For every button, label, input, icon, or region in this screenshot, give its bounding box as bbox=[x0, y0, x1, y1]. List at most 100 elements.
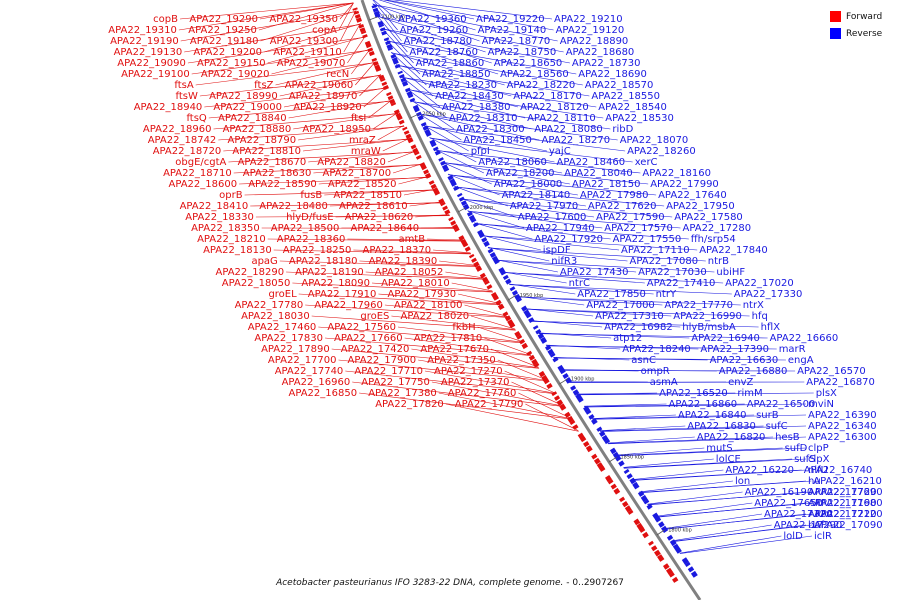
forward-gene-label[interactable]: APA22_17740 bbox=[275, 366, 344, 377]
reverse-gene-label[interactable]: pfpI bbox=[471, 146, 490, 157]
forward-gene-label[interactable]: hlyD/fusE bbox=[286, 212, 334, 223]
reverse-gene-label[interactable]: APA22_19260 bbox=[400, 25, 469, 36]
forward-gene-label[interactable]: APA22_18330 bbox=[185, 212, 254, 223]
forward-gene-label[interactable]: APA22_19020 bbox=[201, 69, 270, 80]
reverse-gene-label[interactable]: APA22_17190 bbox=[808, 498, 877, 509]
forward-gene-label[interactable]: APA22_17810 bbox=[414, 333, 483, 344]
forward-gene-label[interactable]: APA22_17960 bbox=[314, 300, 383, 311]
reverse-gene-label[interactable]: APA22_16830 bbox=[687, 421, 756, 432]
reverse-gene-label[interactable]: plsX bbox=[816, 388, 837, 399]
forward-gene-label[interactable]: oprB bbox=[219, 190, 243, 201]
forward-gene-label[interactable]: APA22_18130 bbox=[203, 245, 272, 256]
forward-gene-label[interactable]: APA22_18940 bbox=[134, 102, 203, 113]
forward-gene-label[interactable]: ftsQ bbox=[186, 113, 206, 124]
reverse-gene-label[interactable]: APA22_16190 bbox=[745, 487, 814, 498]
reverse-gene-label[interactable]: APA22_18310 bbox=[449, 113, 518, 124]
forward-gene-label[interactable]: APA22_19200 bbox=[193, 47, 262, 58]
forward-gene-label[interactable]: APA22_18970 bbox=[289, 91, 358, 102]
forward-gene-label[interactable]: APA22_18950 bbox=[302, 124, 371, 135]
forward-gene-label[interactable]: APA22_19180 bbox=[190, 36, 259, 47]
forward-gene-label[interactable]: APA22_17890 bbox=[261, 344, 330, 355]
reverse-gene-label[interactable]: APA22_19220 bbox=[476, 14, 545, 25]
forward-gene-label[interactable]: APA22_18590 bbox=[248, 179, 317, 190]
reverse-gene-label[interactable]: APA22_16990 bbox=[673, 311, 742, 322]
reverse-gene-label[interactable]: APA22_17690 bbox=[814, 487, 883, 498]
forward-gene-label[interactable]: APA22_18100 bbox=[394, 300, 463, 311]
forward-gene-label[interactable]: APA22_17760 bbox=[448, 388, 517, 399]
forward-gene-label[interactable]: APA22_18990 bbox=[209, 91, 278, 102]
reverse-gene-label[interactable]: APA22_19140 bbox=[478, 25, 547, 36]
forward-gene-label[interactable]: APA22_18190 bbox=[295, 267, 364, 278]
reverse-gene-label[interactable]: APA22_16210 bbox=[813, 476, 882, 487]
reverse-gene-label[interactable]: APA22_18760 bbox=[409, 47, 478, 58]
forward-gene-label[interactable]: APA22_18052 bbox=[375, 267, 444, 278]
reverse-gene-label[interactable]: APA22_16500 bbox=[747, 399, 816, 410]
reverse-gene-label[interactable]: APA22_18220 bbox=[507, 80, 576, 91]
reverse-gene-label[interactable]: APA22_18140 bbox=[502, 190, 571, 201]
reverse-gene-label[interactable]: APA22_18300 bbox=[456, 124, 525, 135]
forward-gene-label[interactable]: mraW bbox=[351, 146, 381, 157]
reverse-gene-label[interactable]: APA22_17950 bbox=[666, 201, 735, 212]
reverse-gene-label[interactable]: surB bbox=[756, 410, 779, 421]
forward-gene-label[interactable]: groEL bbox=[268, 289, 297, 300]
forward-gene-label[interactable]: APA22_16850 bbox=[288, 388, 357, 399]
forward-gene-label[interactable]: APA22_18700 bbox=[322, 168, 391, 179]
reverse-gene-label[interactable]: APA22_16880 bbox=[719, 366, 788, 377]
reverse-gene-label[interactable]: APA22_17280 bbox=[683, 223, 752, 234]
reverse-gene-label[interactable]: APA22_18550 bbox=[591, 91, 660, 102]
reverse-gene-label[interactable]: sufS bbox=[794, 454, 815, 465]
reverse-gene-label[interactable]: APA22_18750 bbox=[488, 47, 557, 58]
reverse-gene-label[interactable]: APA22_16340 bbox=[808, 421, 877, 432]
reverse-gene-label[interactable]: APA22_17980 bbox=[580, 190, 649, 201]
reverse-gene-label[interactable]: APA22_18380 bbox=[442, 102, 511, 113]
forward-gene-label[interactable]: APA22_17370 bbox=[441, 377, 510, 388]
forward-gene-label[interactable]: APA22_17710 bbox=[354, 366, 423, 377]
reverse-gene-label[interactable]: APA22_16740 bbox=[804, 465, 873, 476]
forward-gene-label[interactable]: APA22_17670 bbox=[420, 344, 489, 355]
reverse-gene-label[interactable]: APA22_17680 bbox=[814, 498, 883, 509]
reverse-gene-label[interactable]: ispDF bbox=[543, 245, 571, 256]
forward-gene-label[interactable]: APA22_18710 bbox=[163, 168, 232, 179]
reverse-gene-label[interactable]: APA22_17840 bbox=[699, 245, 768, 256]
reverse-gene-label[interactable]: APA22_17550 bbox=[613, 234, 682, 245]
reverse-gene-label[interactable]: APA22_16570 bbox=[797, 366, 866, 377]
reverse-gene-label[interactable]: APA22_18040 bbox=[564, 168, 633, 179]
forward-gene-label[interactable]: APA22_18050 bbox=[222, 278, 291, 289]
forward-gene-label[interactable]: ftsZ bbox=[254, 80, 273, 91]
forward-gene-label[interactable]: APA22_19070 bbox=[277, 58, 346, 69]
reverse-gene-label[interactable]: APA22_16820 bbox=[697, 432, 766, 443]
forward-gene-label[interactable]: APA22_19000 bbox=[213, 102, 282, 113]
forward-gene-label[interactable]: APA22_19060 bbox=[285, 80, 354, 91]
forward-gene-label[interactable]: APA22_18030 bbox=[241, 311, 310, 322]
forward-gene-label[interactable]: APA22_18350 bbox=[191, 223, 260, 234]
reverse-gene-label[interactable]: APA22_17310 bbox=[595, 311, 664, 322]
forward-gene-label[interactable]: APA22_17660 bbox=[334, 333, 403, 344]
reverse-gene-label[interactable]: APA22_18450 bbox=[463, 135, 532, 146]
reverse-gene-label[interactable]: APA22_17410 bbox=[647, 278, 716, 289]
reverse-gene-label[interactable]: APA22_17640 bbox=[658, 190, 727, 201]
reverse-gene-label[interactable]: APA22_16860 bbox=[669, 399, 738, 410]
reverse-gene-label[interactable]: APA22_17390 bbox=[700, 344, 769, 355]
forward-gene-label[interactable]: APA22_18290 bbox=[215, 267, 284, 278]
forward-gene-label[interactable]: APA22_18510 bbox=[333, 190, 402, 201]
forward-gene-label[interactable]: APA22_18790 bbox=[227, 135, 296, 146]
reverse-gene-label[interactable]: APA22_18770 bbox=[482, 36, 551, 47]
reverse-gene-label[interactable]: APA22_17590 bbox=[596, 212, 665, 223]
reverse-gene-label[interactable]: APA22_18080 bbox=[534, 124, 603, 135]
reverse-gene-label[interactable]: APA22_18110 bbox=[527, 113, 596, 124]
reverse-gene-label[interactable]: engA bbox=[788, 355, 814, 366]
forward-gene-label[interactable]: APA22_19350 bbox=[269, 14, 338, 25]
reverse-gene-label[interactable]: APA22_18680 bbox=[566, 47, 635, 58]
reverse-gene-label[interactable]: rimM bbox=[737, 388, 762, 399]
forward-gene-label[interactable]: APA22_18640 bbox=[350, 223, 419, 234]
reverse-gene-label[interactable]: APA22_17990 bbox=[650, 179, 719, 190]
forward-gene-label[interactable]: fkbH bbox=[452, 322, 475, 333]
forward-gene-label[interactable]: APA22_18500 bbox=[271, 223, 340, 234]
forward-gene-label[interactable]: APA22_18630 bbox=[243, 168, 312, 179]
reverse-gene-label[interactable]: ntrY bbox=[656, 289, 677, 300]
forward-gene-label[interactable]: APA22_19290 bbox=[189, 14, 258, 25]
forward-gene-label[interactable]: APA22_18620 bbox=[345, 212, 414, 223]
reverse-gene-label[interactable]: xerC bbox=[635, 157, 658, 168]
reverse-gene-label[interactable]: sufD bbox=[785, 443, 808, 454]
forward-gene-label[interactable]: APA22_18210 bbox=[197, 234, 266, 245]
